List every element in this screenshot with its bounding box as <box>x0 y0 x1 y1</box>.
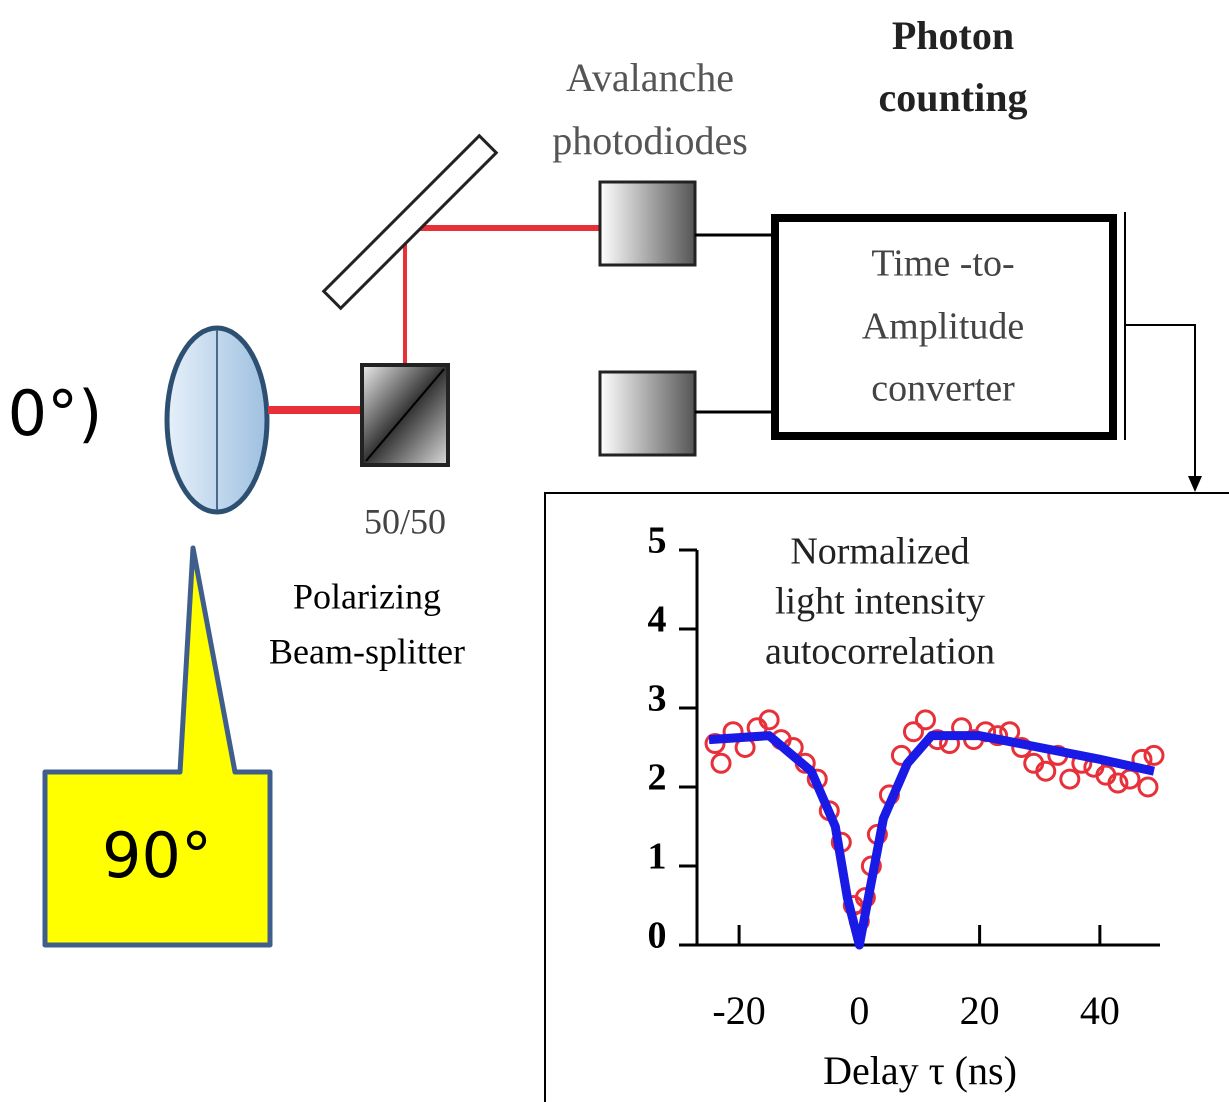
y-tick-label: 4 <box>648 599 667 641</box>
converter-label: Amplitude <box>862 306 1025 348</box>
fit-line <box>708 731 1155 950</box>
x-tick-label: 40 <box>1080 988 1120 1033</box>
y-tick-label: 3 <box>648 678 667 720</box>
splitter-label: Beam-splitter <box>269 631 465 671</box>
data-point <box>914 709 936 731</box>
data-point <box>1143 744 1165 766</box>
detector-label: Avalanche <box>566 55 734 100</box>
data-point <box>1059 768 1081 790</box>
mirror <box>321 133 499 311</box>
data-point <box>1137 776 1159 798</box>
counting-label: Photon <box>892 13 1014 58</box>
chart-title: Normalized <box>790 531 969 573</box>
counting-label: counting <box>879 75 1028 120</box>
data-point <box>758 709 780 731</box>
chart-title: light intensity <box>775 581 985 623</box>
plot: 0 1 2 3 4 5 -20 0 20 40 Normalized light intensity a… <box>648 520 1165 1093</box>
y-tick-label: 2 <box>648 757 667 799</box>
data-point <box>902 721 924 743</box>
converter-label: Time -to- <box>871 243 1014 285</box>
data-point <box>710 752 732 774</box>
callout <box>42 545 273 948</box>
callout-text: 90° <box>102 819 212 892</box>
x-axis-label: Delay τ (ns) <box>823 1048 1017 1093</box>
chart-title: autocorrelation <box>765 631 995 673</box>
plot-frame <box>544 492 1229 1102</box>
y-tick-label: 0 <box>648 915 667 957</box>
y-tick-label: 1 <box>648 836 667 878</box>
arrow-head <box>1188 476 1202 492</box>
detector <box>598 180 697 267</box>
splitter-diagonal <box>365 368 445 462</box>
angle-label: 0°) <box>8 377 103 450</box>
converter-label: converter <box>871 368 1015 410</box>
converter-box <box>771 214 1117 440</box>
y-tick-label: 5 <box>648 520 667 562</box>
x-tick-label: -20 <box>712 988 765 1033</box>
data-point <box>1107 772 1129 794</box>
splitter-label: Polarizing <box>293 576 441 616</box>
data-point <box>1035 760 1057 782</box>
data-point <box>704 733 726 755</box>
x-tick-label: 20 <box>960 988 1000 1033</box>
detector <box>598 370 697 457</box>
wire <box>1125 324 1196 478</box>
ratio-label: 50/50 <box>364 501 446 541</box>
x-tick-label: 0 <box>849 988 869 1033</box>
detector-label: photodiodes <box>552 118 748 163</box>
